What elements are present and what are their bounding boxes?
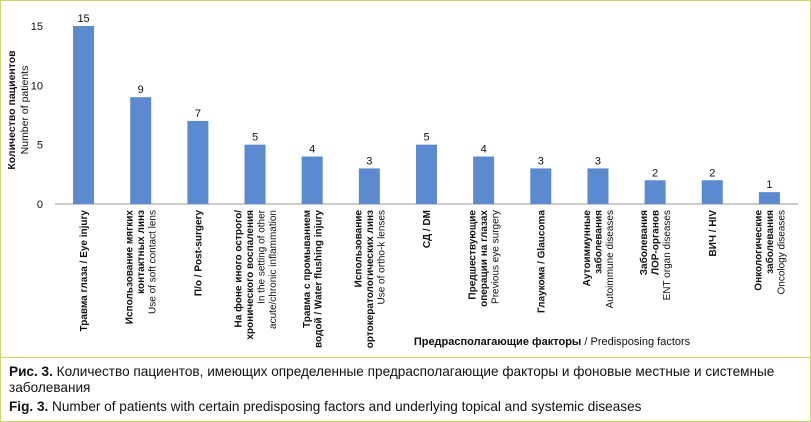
x-category-label: Травма глаза / Eye injury: [79, 210, 90, 332]
x-category-label-line: ВИЧ / HIV: [708, 210, 719, 257]
data-label: 15: [77, 13, 89, 25]
bar: [587, 168, 609, 204]
x-category-label-line: In the setting of other: [256, 209, 267, 304]
x-category-labels: Травма глаза / Eye injury Использование м…: [79, 209, 787, 348]
x-category-label: СД / DM: [422, 210, 433, 248]
x-category-label-line: Заболевания: [638, 210, 650, 275]
x-category-label: Травма с промыванием водой / Water flushi…: [302, 210, 325, 348]
x-category-label-line: П/о / Post-surgery: [193, 210, 204, 297]
y-axis-title-en: Number of patients: [19, 66, 31, 155]
bar: [416, 144, 437, 204]
data-label: 5: [252, 132, 258, 144]
caption-en-prefix: Fig. 3.: [9, 399, 49, 414]
bar: [244, 144, 266, 204]
x-category-label: Предшествующие операции на глазах Previous…: [468, 210, 502, 307]
x-category-label-line: Глаукома / Glaucoma: [536, 210, 547, 313]
bar: [301, 156, 323, 204]
x-category-label-line: водой / Water flushing injury: [313, 210, 324, 348]
data-label: 5: [423, 132, 429, 144]
x-category-label: На фоне иного острого/хронического воспа…: [232, 209, 278, 339]
data-label: 3: [538, 155, 544, 167]
x-category-label-line: Аутоиммунные: [582, 210, 593, 287]
x-category-label-line: Травма с промыванием: [302, 210, 313, 328]
bars-group: [73, 26, 780, 204]
data-label: 3: [366, 155, 372, 167]
x-category-label-line: Autoimmune diseases: [605, 210, 616, 308]
caption-divider: [1, 357, 810, 358]
y-tick-label: 5: [37, 140, 43, 152]
x-axis-title-ru: Предрасполагающие факторы: [414, 336, 582, 348]
x-category-label: Заболевания ЛОР-органов ENT organ diseases: [638, 210, 673, 301]
x-category-label-line: Use of soft contact lens: [148, 210, 159, 314]
x-category-label-line: acute/chronic inflammation: [268, 210, 279, 329]
caption-ru-prefix: Рис. 3.: [9, 364, 53, 379]
x-category-label-line: Травма глаза / Eye injury: [79, 210, 90, 332]
bar: [701, 180, 723, 204]
data-label: 3: [595, 155, 601, 167]
x-category-label: Онкологические заболевания Oncology diseas…: [753, 210, 787, 295]
x-category-label: Глаукома / Glaucoma: [536, 210, 547, 313]
x-category-label: ВИЧ / HIV: [708, 210, 719, 257]
x-category-label: Использование мягких контактных линз Use o…: [125, 210, 159, 325]
x-category-label-line: Use of ortho-k lenses: [376, 210, 387, 305]
y-axis: 0 5 10 15: [31, 21, 43, 211]
data-label: 1: [766, 179, 772, 191]
x-category-label-line: Previous eye surgery: [491, 210, 502, 304]
bar: [758, 192, 780, 204]
y-tick-label: 15: [31, 21, 43, 33]
data-label: 2: [652, 167, 658, 179]
figure-caption: Рис. 3. Количество пациентов, имеющих оп…: [9, 364, 804, 418]
x-category-label-line: ENT organ diseases: [662, 210, 673, 300]
bar: [644, 180, 666, 204]
caption-en-text: Number of patients with certain predispo…: [48, 399, 642, 414]
x-category-label-line: Использование мягких: [125, 210, 136, 325]
caption-en: Fig. 3. Number of patients with certain …: [9, 399, 804, 415]
bar: [130, 97, 152, 204]
x-category-label-line: заболевания: [764, 210, 776, 274]
x-category-label: Аутоиммунные заболевания Autoimmune diseas…: [582, 210, 616, 309]
x-category-label-line: Использование: [353, 210, 364, 288]
bar: [187, 120, 209, 204]
data-label: 4: [481, 144, 487, 156]
data-label: 9: [138, 84, 144, 96]
y-axis-title-ru: Количество пациентов: [6, 50, 18, 170]
x-category-label: Использование ортокератологических линз Us…: [353, 210, 387, 349]
data-label: 4: [309, 144, 315, 156]
bar: [473, 156, 495, 204]
bar-chart: Количество пациентов Number of patients …: [6, 13, 798, 348]
bar: [73, 26, 95, 204]
x-category-label: П/о / Post-surgery: [193, 210, 204, 297]
bar: [530, 168, 552, 204]
x-axis-title-en: / Predisposing factors: [581, 336, 690, 348]
data-labels-group: 15 9 7 5 4 3 5 4 3 3 2 2 1: [77, 13, 772, 191]
data-label: 7: [195, 108, 201, 120]
x-category-label-line: На фоне иного острого/: [232, 210, 244, 328]
x-category-label-line: ортокератологических линз: [365, 210, 376, 348]
x-category-label-line: СД / DM: [422, 210, 433, 248]
data-label: 2: [709, 167, 715, 179]
x-category-label-line: Предшествующие: [468, 210, 479, 300]
y-tick-label: 0: [37, 199, 43, 211]
x-axis-title: Предрасполагающие факторы / Predisposing…: [414, 336, 691, 348]
x-category-label-line: хронического воспаления: [245, 210, 256, 340]
bar: [358, 168, 380, 204]
caption-ru: Рис. 3. Количество пациентов, имеющих оп…: [9, 364, 804, 396]
caption-ru-text: Количество пациентов, имеющих определенн…: [9, 364, 775, 395]
x-category-label-line: операции на глазах: [479, 210, 490, 307]
y-tick-label: 10: [31, 80, 43, 92]
x-category-label-line: Oncology diseases: [776, 210, 787, 295]
y-axis-title: Количество пациентов Number of patients: [6, 50, 31, 170]
x-category-label-line: заболевания: [592, 210, 604, 274]
x-category-label-line: контактных линз: [136, 210, 147, 294]
x-category-label-line: Онкологические: [753, 210, 764, 291]
x-category-label-line: ЛОР-органов: [651, 210, 662, 275]
